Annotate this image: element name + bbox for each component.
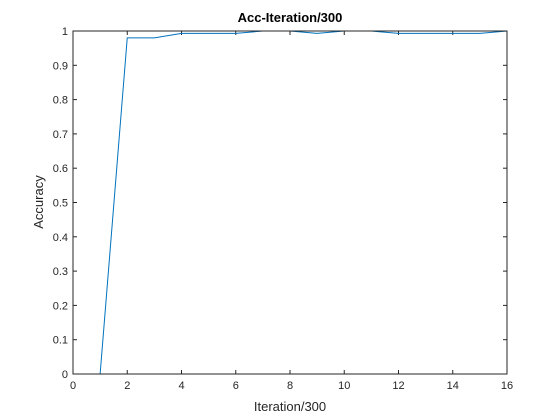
chart-title: Acc-Iteration/300 — [238, 10, 343, 25]
tick-labels: 0 2 4 6 8 10 12 14 16 0 0.1 0.2 0.3 0.4 0.5 0.6 0.7 0.8 0.… — [53, 26, 513, 392]
y-tick-label: 1 — [62, 26, 68, 38]
x-tick-label: 12 — [392, 380, 404, 392]
y-tick-label: 0.5 — [53, 198, 68, 210]
x-tick-label: 4 — [178, 380, 184, 392]
x-tick-label: 14 — [447, 380, 459, 392]
x-tick-label: 0 — [70, 380, 76, 392]
axes-background — [73, 31, 507, 374]
axes-box — [72, 30, 508, 375]
x-tick-label: 6 — [233, 380, 239, 392]
y-tick-label: 0.9 — [53, 60, 68, 72]
y-axis-label: Accuracy — [31, 175, 46, 229]
y-tick-label: 0 — [62, 369, 68, 381]
y-tick-label: 0.2 — [53, 300, 68, 312]
y-tick-label: 0.3 — [53, 266, 68, 278]
y-tick-label: 0.8 — [53, 95, 68, 107]
x-tick-label: 2 — [124, 380, 130, 392]
y-tick-label: 0.4 — [53, 232, 68, 244]
x-tick-label: 8 — [287, 380, 293, 392]
y-tick-label: 0.7 — [53, 129, 68, 141]
x-tick-label: 10 — [338, 380, 350, 392]
x-tick-label: 16 — [501, 380, 513, 392]
y-tick-label: 0.6 — [53, 163, 68, 175]
y-tick-label: 0.1 — [53, 335, 68, 347]
series-line — [99, 30, 508, 375]
x-axis-label: Iteration/300 — [254, 399, 326, 414]
